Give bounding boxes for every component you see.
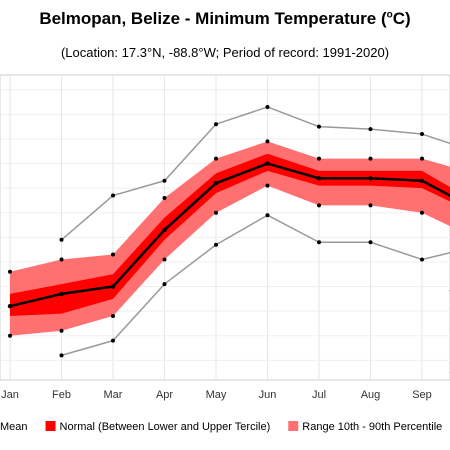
p10-point — [8, 333, 12, 338]
mean-point — [419, 178, 425, 183]
band-layer — [10, 141, 450, 336]
record-high-point — [214, 122, 218, 127]
mean-point — [213, 181, 219, 186]
p10-point — [368, 203, 373, 208]
legend-item: Range 10th - 90th Percentile — [288, 421, 442, 433]
legend-label: Range 10th - 90th Percentile — [302, 421, 442, 433]
x-tick-label: Jun — [259, 389, 277, 401]
p90-point — [8, 269, 12, 274]
p90-point — [317, 156, 321, 161]
record-low-point — [420, 257, 424, 262]
p10-point — [111, 314, 115, 319]
record-high-point — [317, 124, 321, 129]
x-tick-label: Jul — [312, 389, 326, 401]
mean-point — [110, 284, 116, 289]
legend-label: Mean — [0, 421, 28, 433]
p10-point — [59, 328, 64, 333]
p10-point — [214, 210, 218, 215]
record-low-point — [368, 240, 373, 245]
record-high-point — [368, 127, 373, 132]
x-tick-label: May — [206, 389, 227, 401]
axis-layer: Jan Feb Mar Apr May Jun Jul Aug Sep — [1, 389, 432, 401]
title-main: Belmopan, Belize - Minimum Temperature ( — [39, 9, 387, 28]
legend-layer: Mean Normal (Between Lower and Upper Terc… — [0, 421, 442, 433]
p90-point — [265, 139, 270, 144]
p10-point — [317, 203, 321, 208]
record-low-point — [265, 213, 270, 218]
tercile-band — [10, 153, 450, 317]
x-tick-label: Apr — [156, 389, 173, 401]
record-low-point — [214, 242, 218, 247]
record-low-point — [317, 240, 321, 245]
mean-line — [9, 162, 450, 308]
p90-point — [214, 156, 218, 161]
legend-label: Normal (Between Lower and Upper Tercile) — [60, 421, 271, 433]
mean-point — [162, 227, 167, 233]
x-tick-label: Aug — [361, 389, 381, 401]
mean-point — [7, 304, 13, 309]
p90-point — [420, 156, 424, 161]
record-high-point — [420, 132, 424, 137]
record-high-point — [111, 193, 115, 198]
record-low-point — [162, 282, 167, 287]
legend-item: Normal (Between Lower and Upper Tercile) — [45, 421, 271, 433]
mean-point — [316, 176, 322, 181]
p10-point — [162, 257, 167, 262]
legend-swatch — [288, 421, 299, 431]
mean-point — [265, 161, 270, 166]
record-high-point — [162, 178, 167, 183]
p90-point — [368, 156, 373, 161]
record-high-point — [59, 237, 64, 242]
chart-title: Belmopan, Belize - Minimum Temperature (… — [0, 9, 450, 29]
mean-point — [59, 291, 64, 297]
legend-item: Mean — [0, 421, 28, 433]
x-tick-label: Mar — [104, 389, 123, 401]
p10-point — [420, 210, 424, 215]
p90-point — [111, 252, 115, 257]
point-layer — [7, 104, 425, 358]
title-degree-sup: o — [386, 9, 393, 21]
legend-swatch — [45, 421, 56, 431]
p90-point — [59, 257, 64, 262]
p10-point — [265, 183, 270, 188]
x-tick-label: Jan — [1, 389, 19, 401]
mean-point — [368, 176, 373, 181]
record-low-point — [59, 353, 64, 358]
record-low-point — [111, 338, 115, 343]
p90-point — [162, 195, 167, 200]
x-tick-label: Feb — [52, 389, 71, 401]
title-end: C) — [392, 9, 411, 28]
chart-subtitle: (Location: 17.3°N, -88.8°W; Period of re… — [60, 45, 390, 60]
x-tick-label: Sep — [412, 389, 432, 401]
record-high-point — [265, 104, 270, 109]
